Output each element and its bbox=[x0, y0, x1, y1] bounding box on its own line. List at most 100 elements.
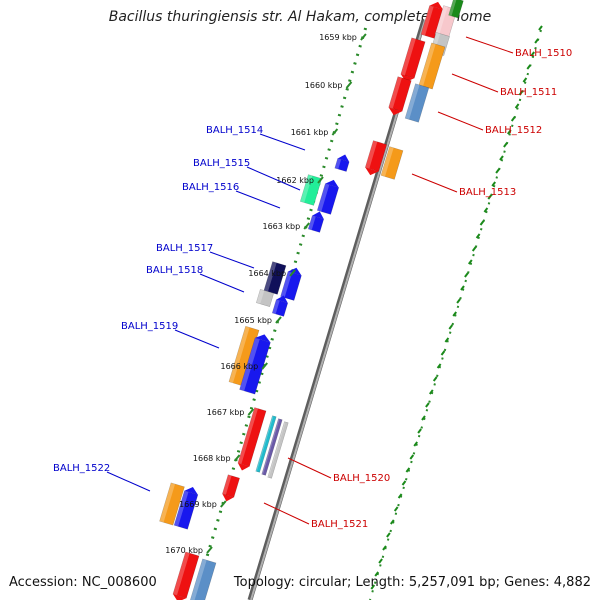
gene-green-1-shade bbox=[300, 174, 313, 203]
gene-blue-5 bbox=[271, 295, 289, 317]
inner-track-dash bbox=[456, 298, 461, 304]
genome-summary-text: Topology: circular; Length: 5,257,091 bp… bbox=[233, 575, 591, 590]
gene-label-balh_1510: BALH_1510 bbox=[515, 48, 572, 59]
gene-blue-1-body bbox=[334, 158, 350, 172]
gene-gray-2 bbox=[255, 288, 275, 308]
gene-gray-2-body bbox=[255, 288, 275, 308]
gene-red-4-head bbox=[365, 167, 379, 176]
gene-green-top bbox=[448, 0, 464, 19]
inner-track-dash bbox=[483, 207, 489, 213]
inner-track-dash bbox=[393, 506, 399, 512]
gene-blue-1-head bbox=[337, 154, 350, 162]
inner-track-dash bbox=[428, 389, 434, 395]
gene-blue-2-body bbox=[316, 183, 340, 215]
gene-red-7-shade bbox=[237, 407, 259, 465]
inner-track-dash bbox=[413, 441, 419, 447]
inner-track-dash bbox=[378, 558, 383, 564]
inner-track-dash bbox=[487, 194, 493, 200]
gene-steel-1-shade bbox=[405, 83, 420, 120]
inner-track-dash bbox=[522, 77, 528, 83]
inner-track-dash bbox=[432, 376, 438, 382]
gene-red-1-shade bbox=[420, 5, 434, 36]
gene-red-1-head bbox=[429, 1, 444, 10]
gene-purple-1-body bbox=[261, 418, 283, 476]
gene-blue-5-body bbox=[271, 299, 289, 317]
inner-track-dash bbox=[510, 116, 516, 122]
inner-track-dash bbox=[464, 272, 469, 278]
gene-red-3 bbox=[388, 76, 412, 116]
inner-track-dash bbox=[467, 259, 473, 265]
inner-track-dash bbox=[518, 90, 524, 96]
gene-gray-3 bbox=[267, 421, 289, 479]
gene-label-leader bbox=[411, 173, 458, 193]
gene-blue-3-shade bbox=[308, 215, 316, 231]
kbp-label: 1667 kbp bbox=[207, 408, 245, 417]
inner-track-dash bbox=[499, 155, 504, 161]
gene-cyan-1 bbox=[255, 415, 277, 473]
gene-blue-3 bbox=[307, 211, 325, 233]
gene-orange-4-shade bbox=[159, 482, 176, 523]
gene-label-balh_1521: BALH_1521 bbox=[311, 519, 368, 530]
gene-red-5-head bbox=[222, 493, 234, 502]
gene-green-1 bbox=[299, 174, 323, 206]
inner-track-dash bbox=[440, 350, 446, 356]
gene-navy-1-body bbox=[263, 261, 287, 295]
gene-gray-3-body bbox=[267, 421, 289, 479]
gene-blue-4-body bbox=[280, 271, 302, 301]
gene-red-2-head bbox=[400, 74, 415, 82]
kbp-label: 1670 kbp bbox=[165, 546, 203, 555]
inner-track-dash bbox=[405, 467, 411, 473]
gene-red-2-shade bbox=[400, 37, 416, 76]
inner-track-dash bbox=[534, 38, 539, 44]
kbp-tick bbox=[360, 33, 367, 41]
gene-blue-6 bbox=[239, 334, 271, 395]
inner-tick-track bbox=[369, 29, 542, 600]
gene-pink-1-shade bbox=[434, 5, 448, 36]
gene-label-leader bbox=[174, 329, 220, 349]
gene-green-top-body bbox=[448, 0, 464, 19]
inner-track-dash bbox=[475, 233, 481, 239]
kbp-tick bbox=[275, 316, 282, 324]
kbp-tick bbox=[247, 408, 255, 416]
gene-label-balh_1516: BALH_1516 bbox=[182, 182, 239, 193]
gene-label-leader bbox=[199, 273, 245, 293]
gene-purple-1-shade bbox=[261, 418, 280, 475]
kbp-tick bbox=[331, 128, 339, 136]
gene-red-2 bbox=[400, 37, 426, 82]
inner-track-dash bbox=[460, 285, 465, 291]
kbp-label: 1663 kbp bbox=[262, 222, 300, 231]
gene-label-balh_1519: BALH_1519 bbox=[121, 321, 178, 332]
gene-blue-1 bbox=[334, 154, 350, 172]
gene-label-leader bbox=[287, 457, 332, 479]
inner-track-dash bbox=[530, 51, 536, 57]
gene-label-balh_1517: BALH_1517 bbox=[156, 243, 213, 254]
kbp-label: 1664 kbp bbox=[248, 269, 286, 278]
kbp-label: 1661 kbp bbox=[291, 128, 329, 137]
gene-label-leader bbox=[246, 166, 301, 191]
gene-label-leader bbox=[263, 502, 310, 525]
gene-green-top-shade bbox=[448, 0, 457, 17]
gene-steel-1 bbox=[404, 83, 430, 123]
kbp-label: 1659 kbp bbox=[319, 33, 357, 42]
gene-orange-2 bbox=[380, 146, 404, 180]
gene-label-leader bbox=[106, 471, 151, 492]
inner-track-dash bbox=[495, 168, 500, 174]
gene-label-leader bbox=[209, 251, 255, 269]
inner-track-dash bbox=[389, 519, 395, 525]
gene-red-6-shade bbox=[172, 551, 190, 596]
gene-red-4-shade bbox=[365, 140, 378, 169]
inner-track-dash bbox=[538, 25, 543, 31]
track-guides bbox=[192, 19, 543, 600]
gene-steel-2 bbox=[189, 558, 217, 600]
gene-blue-3-head bbox=[312, 211, 324, 220]
kbp-scale: 1659 kbp 1660 kbp 1661 kbp 1662 kbp 1663 kbp… bbox=[165, 33, 367, 555]
gene-cyan-1-body bbox=[255, 415, 277, 473]
gene-features bbox=[159, 0, 464, 600]
kbp-tick bbox=[303, 222, 310, 230]
gene-orange-3-shade bbox=[228, 326, 250, 383]
gene-blue-1-shade bbox=[334, 158, 342, 170]
gene-label-balh_1520: BALH_1520 bbox=[333, 473, 390, 484]
gene-purple-1 bbox=[261, 418, 283, 476]
kbp-tick bbox=[220, 500, 227, 508]
